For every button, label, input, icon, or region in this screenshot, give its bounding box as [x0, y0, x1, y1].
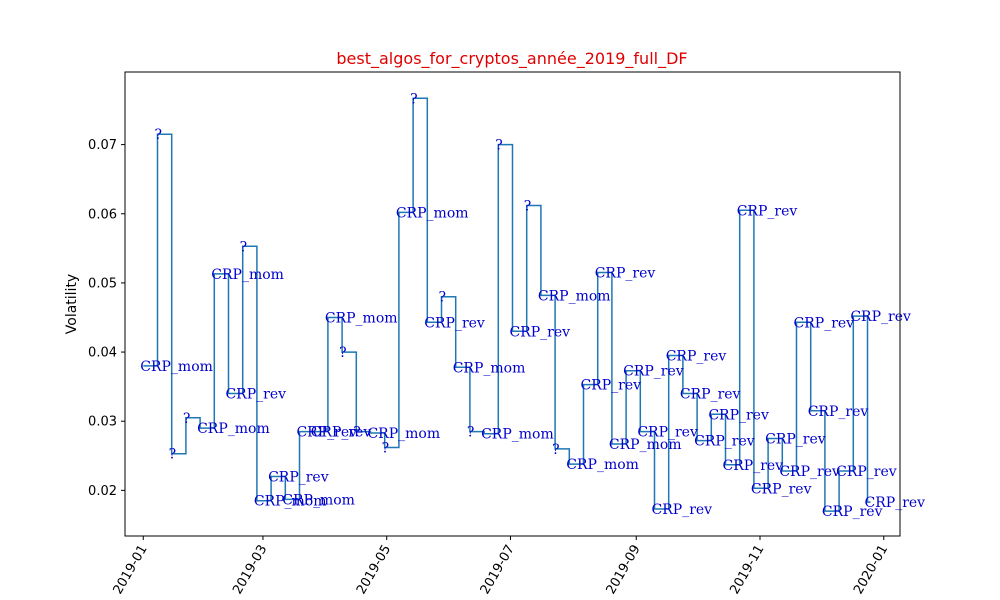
- algo-label: CRP_mom: [367, 426, 440, 442]
- x-tick-label: 2020-01: [851, 543, 891, 598]
- unknown-algo-label: ?: [353, 425, 361, 441]
- algo-label: CRP_mom: [140, 359, 213, 375]
- algo-label: CRP_rev: [850, 309, 911, 325]
- algo-label: CRP_rev: [680, 387, 741, 403]
- unknown-algo-label: ?: [339, 345, 347, 361]
- y-tick-label: 0.03: [88, 415, 117, 430]
- y-tick-label: 0.04: [88, 346, 117, 361]
- algo-label: CRP_rev: [794, 315, 855, 331]
- plot-area-frame: [124, 71, 901, 537]
- unknown-algo-label: ?: [382, 440, 390, 456]
- algo-label: CRP_rev: [808, 404, 869, 420]
- unknown-algo-label: ?: [438, 290, 446, 306]
- algo-label: CRP_rev: [623, 364, 684, 380]
- algo-label: CRP_mom: [609, 437, 682, 453]
- point-labels-layer: CRP_mom???CRP_momCRP_momCRP_rev?CRP_momC…: [140, 91, 925, 520]
- x-tick-label: 2019-07: [478, 543, 518, 598]
- x-tick-label: 2019-03: [230, 543, 270, 598]
- algo-label: CRP_rev: [723, 458, 784, 474]
- algo-label: CRP_rev: [737, 203, 798, 219]
- x-tick-label: 2019-11: [727, 543, 767, 598]
- algo-label: CRP_mom: [325, 310, 398, 326]
- y-tick-label: 0.07: [88, 138, 117, 153]
- algo-label: CRP_rev: [865, 495, 926, 511]
- algo-label: CRP_rev: [296, 425, 357, 441]
- algo-label: CRP_mom: [538, 288, 611, 304]
- algo-label: CRP_mom: [566, 457, 639, 473]
- unknown-algo-label: ?: [524, 198, 532, 214]
- y-tick-label: 0.02: [88, 484, 117, 499]
- algo-label: CRP_mom: [197, 421, 270, 437]
- algo-label: CRP_rev: [424, 315, 485, 331]
- algo-label: CRP_mom: [282, 492, 355, 508]
- algo-label: CRP_rev: [225, 387, 286, 403]
- algo-label: CRP_rev: [652, 502, 713, 518]
- algo-label: CRP_mom: [453, 360, 526, 376]
- algo-label: CRP_mom: [481, 427, 554, 443]
- algo-label: CRP_rev: [822, 504, 883, 520]
- algo-label: CRP_rev: [836, 464, 897, 480]
- unknown-algo-label: ?: [410, 91, 418, 107]
- unknown-algo-label: ?: [467, 425, 475, 441]
- unknown-algo-label: ?: [169, 447, 177, 463]
- unknown-algo-label: ?: [495, 138, 503, 154]
- algo-label: CRP_rev: [581, 378, 642, 394]
- algo-label: CRP_rev: [765, 431, 826, 447]
- algo-label: CRP_mom: [396, 205, 469, 221]
- algo-label: CRP_rev: [268, 470, 329, 486]
- x-tick-label: 2019-05: [354, 543, 394, 598]
- algo-label: CRP_rev: [637, 425, 698, 441]
- algo-label: CRP_rev: [779, 464, 840, 480]
- y-tick-label: 0.05: [88, 276, 117, 291]
- unknown-algo-label: ?: [154, 127, 162, 143]
- x-tick-label: 2019-01: [111, 543, 151, 598]
- algo-label: CRP_rev: [666, 349, 727, 365]
- algo-label: CRP_mom: [211, 267, 284, 283]
- volatility-series-line: [143, 97, 871, 512]
- algo-label: CRP_rev: [708, 407, 769, 423]
- algo-label: CRP_rev: [751, 481, 812, 497]
- unknown-algo-label: ?: [552, 442, 560, 458]
- unknown-algo-label: ?: [183, 411, 191, 427]
- algo-label: CRP_rev: [510, 324, 571, 340]
- x-tick-label: 2019-09: [604, 543, 644, 598]
- algo-label: CRP_rev: [595, 266, 656, 282]
- y-tick-label: 0.06: [88, 207, 117, 222]
- algo-label: CRP_rev: [311, 425, 372, 441]
- y-axis-title: Volatility: [64, 274, 80, 334]
- algo-label: CRP_rev: [694, 434, 755, 450]
- chart-title: best_algos_for_cryptos_année_2019_full_D…: [336, 49, 687, 69]
- unknown-algo-label: ?: [240, 239, 248, 255]
- algo-label: CRP_mom: [254, 494, 327, 510]
